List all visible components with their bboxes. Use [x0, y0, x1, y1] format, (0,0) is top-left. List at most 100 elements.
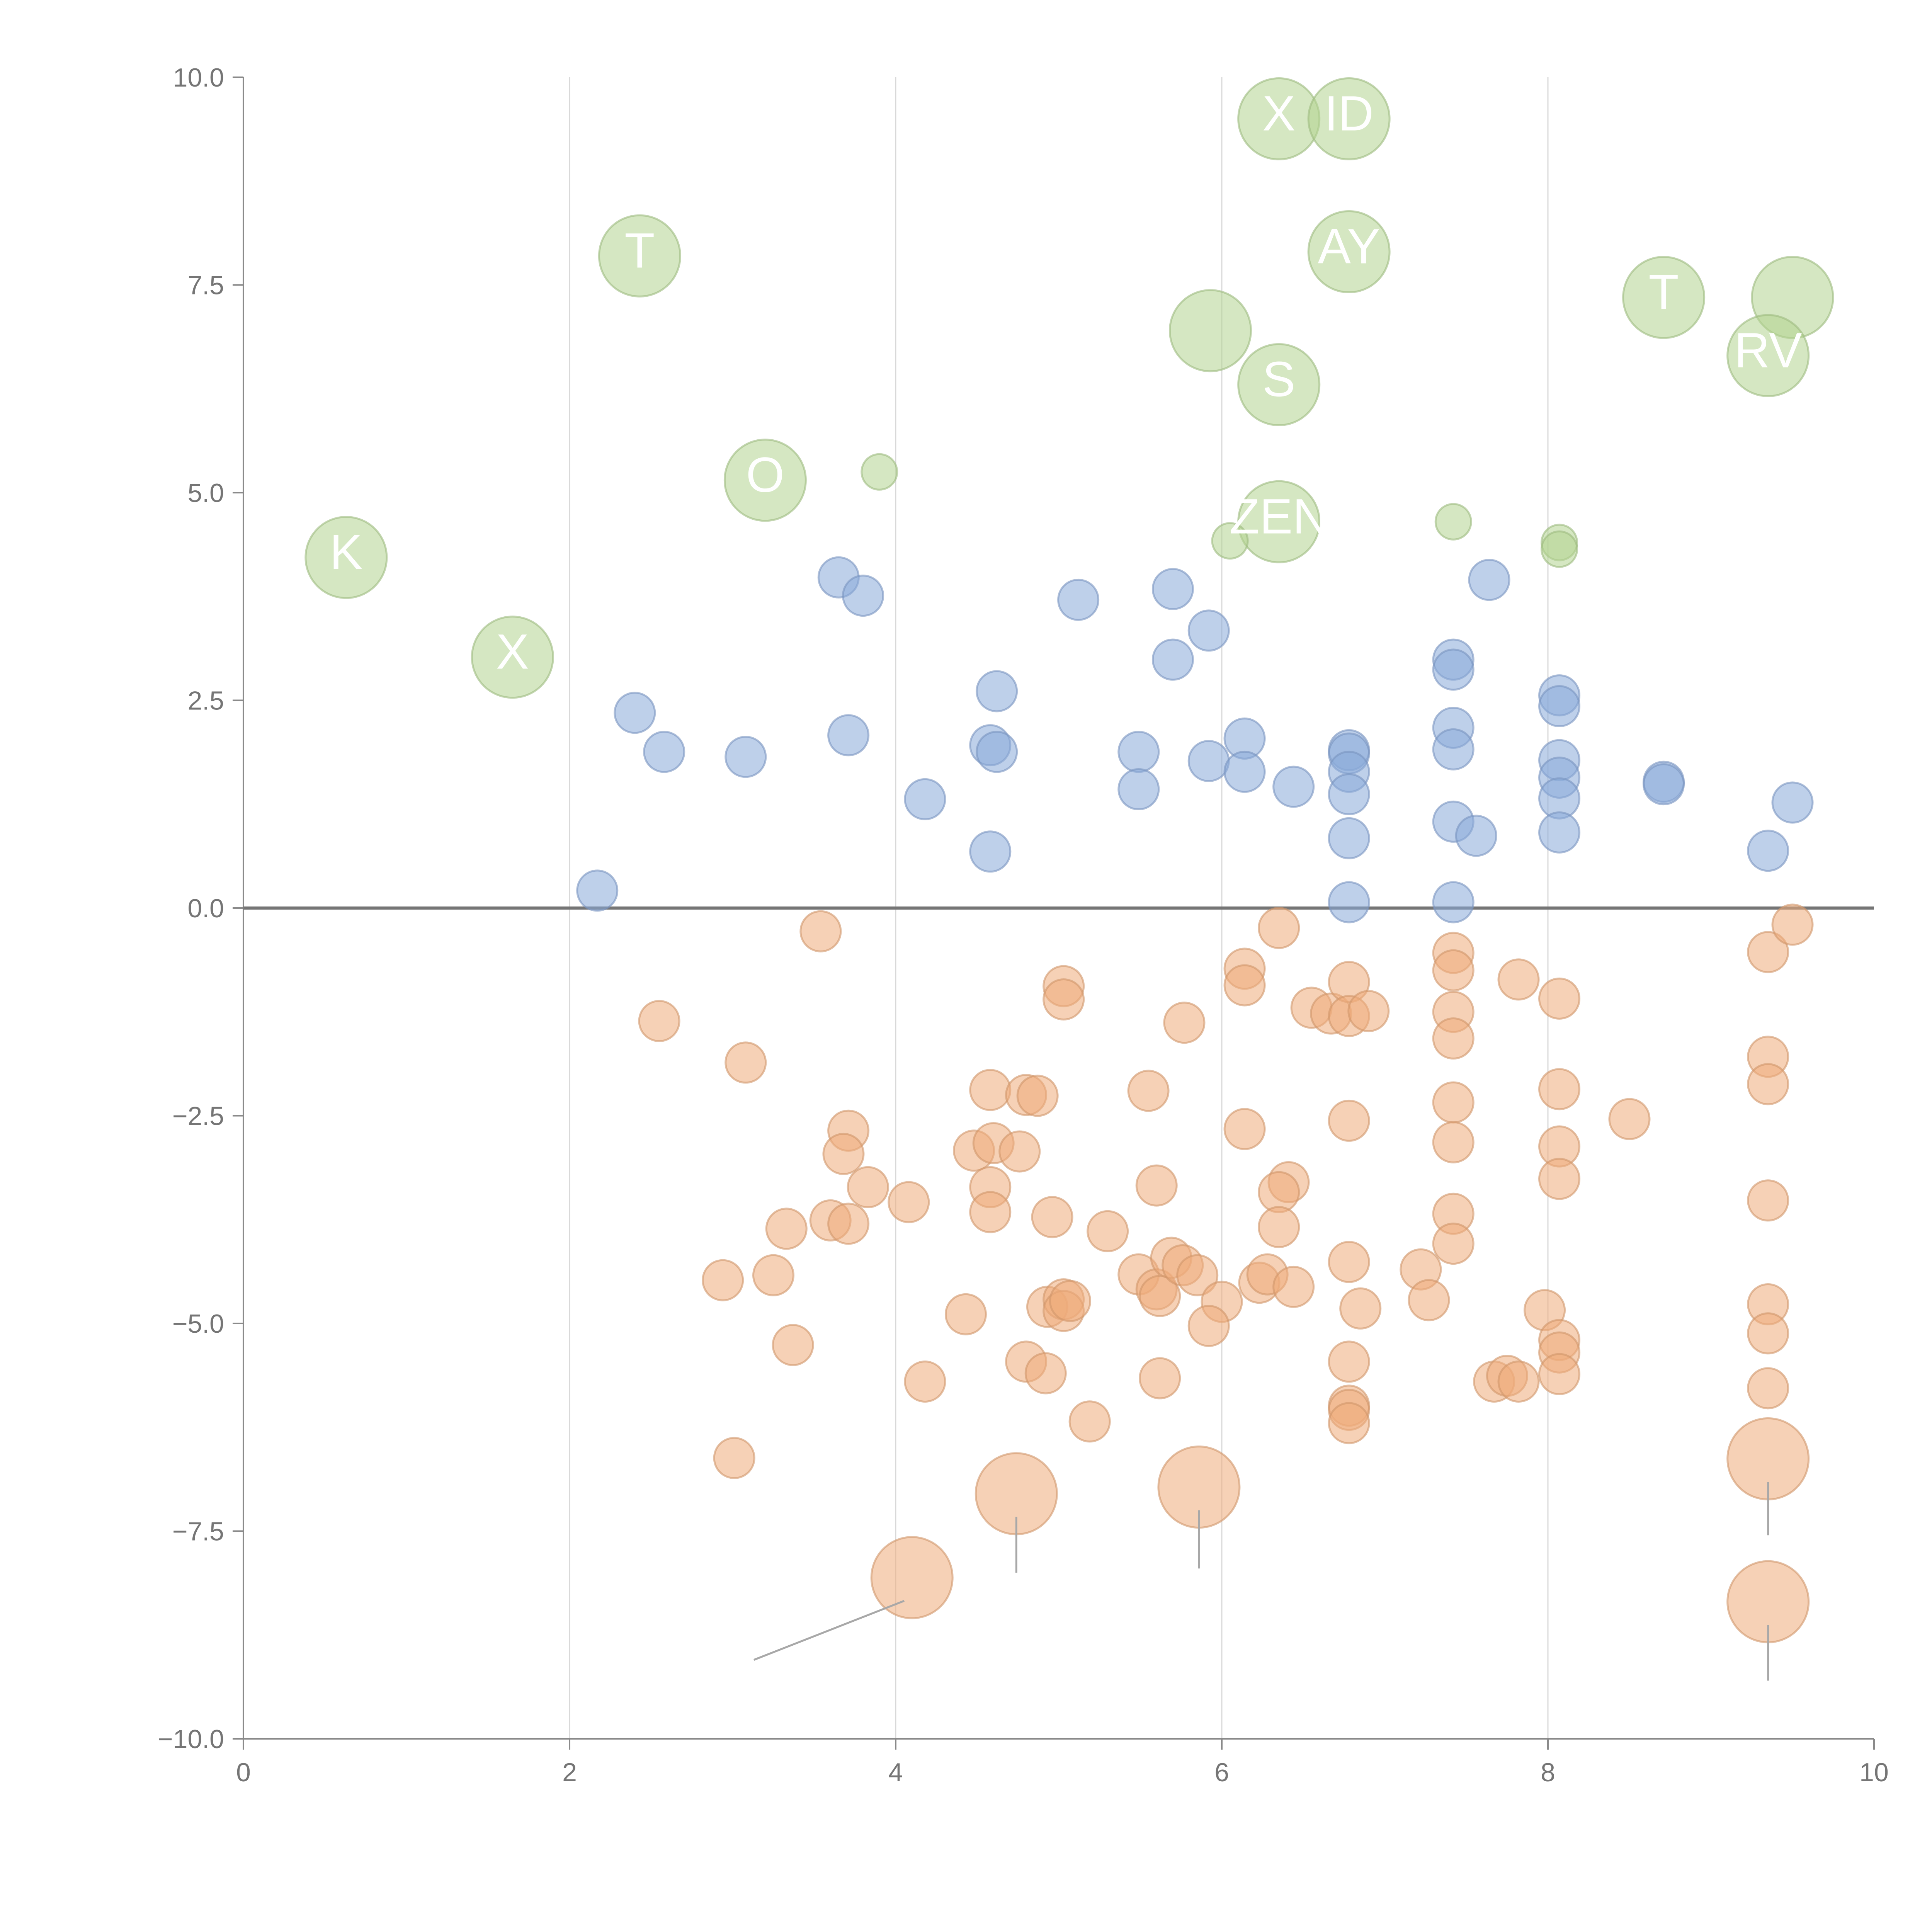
- series-layer: [304, 77, 1834, 1643]
- data-point-blue: [1057, 578, 1100, 621]
- data-point-blue: [1223, 750, 1266, 793]
- data-point-orange: [1432, 1081, 1475, 1124]
- data-point-green: [1434, 503, 1472, 541]
- data-point-blue: [1151, 568, 1194, 610]
- data-point-orange: [772, 1324, 814, 1366]
- data-point-orange: [1747, 1367, 1789, 1410]
- data-point-orange: [1328, 1099, 1370, 1142]
- data-point-orange: [888, 1181, 930, 1223]
- data-point-orange: [1432, 949, 1475, 992]
- data-point-orange: [1223, 964, 1266, 1007]
- data-point-green: [1307, 210, 1391, 293]
- data-point-orange: [1272, 1265, 1315, 1308]
- point-label: O: [746, 447, 785, 503]
- data-point-blue: [1328, 773, 1370, 815]
- axis-layer: 0 2 4 6 8 10 −10.0 −7.5 −5.0 −2.5 0.0 2.5 5.0 7.5 10.0: [158, 63, 1889, 1787]
- data-point-orange: [1328, 1241, 1370, 1283]
- data-point-orange: [1049, 1280, 1092, 1322]
- label-layer: X ID T AY T RV S O K ZEN X: [330, 86, 1802, 1681]
- leader-line: [753, 1600, 905, 1661]
- data-point-orange: [638, 1000, 680, 1042]
- x-tick-label: 8: [1541, 1758, 1555, 1787]
- data-point-orange: [1747, 1312, 1789, 1355]
- series-green: [304, 77, 1834, 699]
- point-label: ID: [1324, 86, 1374, 141]
- data-point-orange: [1258, 907, 1300, 949]
- data-point-orange: [1408, 1279, 1450, 1321]
- data-point-orange-large: [870, 1536, 954, 1619]
- data-point-orange: [799, 910, 842, 952]
- data-point-orange: [1497, 958, 1540, 1001]
- data-point-orange: [713, 1437, 755, 1479]
- data-point-orange: [1538, 977, 1581, 1020]
- point-label: ZEN: [1230, 489, 1328, 544]
- data-point-orange: [1347, 990, 1390, 1032]
- data-point-orange: [1223, 1108, 1266, 1150]
- data-point-orange: [1031, 1196, 1073, 1238]
- data-point-orange: [724, 1041, 767, 1084]
- data-point-orange: [1187, 1304, 1230, 1347]
- data-point-blue: [827, 714, 870, 757]
- data-point-orange: [1771, 903, 1814, 946]
- data-point-orange: [1139, 1275, 1181, 1317]
- data-point-blue: [1432, 728, 1475, 770]
- y-tick-label: 5.0: [187, 478, 224, 508]
- data-point-orange: [1163, 1002, 1206, 1044]
- data-point-green: [1237, 480, 1321, 563]
- data-point-blue: [1328, 881, 1370, 923]
- data-point-orange: [1258, 1206, 1300, 1248]
- data-point-blue: [1432, 881, 1475, 923]
- data-point-blue: [976, 731, 1018, 773]
- data-point-orange: [1176, 1254, 1219, 1296]
- data-point-blue: [1151, 638, 1194, 681]
- data-point-orange: [1538, 1068, 1581, 1111]
- data-point-green: [1307, 77, 1391, 160]
- series-orange: [638, 903, 1814, 1479]
- point-label: T: [1649, 265, 1679, 320]
- y-tick-label: −10.0: [158, 1725, 224, 1754]
- data-point-orange: [1538, 1158, 1581, 1200]
- x-tick-label: 6: [1214, 1758, 1229, 1787]
- point-label: T: [624, 223, 655, 278]
- series-blue: [576, 556, 1814, 923]
- data-point-blue: [643, 731, 685, 773]
- x-tick-label: 4: [888, 1758, 903, 1787]
- point-label: S: [1262, 352, 1295, 407]
- data-point-blue: [1117, 731, 1160, 773]
- data-point-green: [1211, 522, 1249, 560]
- y-tick-label: −7.5: [172, 1517, 224, 1546]
- x-tick-label: 10: [1859, 1758, 1889, 1787]
- data-point-orange: [1497, 1361, 1540, 1403]
- data-point-blue: [724, 736, 767, 778]
- data-point-green: [1622, 256, 1706, 339]
- data-point-orange: [1024, 1352, 1067, 1395]
- data-point-orange: [765, 1208, 808, 1250]
- data-point-blue: [1117, 768, 1160, 811]
- data-point-green: [1726, 314, 1810, 397]
- data-point-orange: [1328, 1340, 1370, 1383]
- data-point-orange: [1339, 1287, 1382, 1330]
- data-point-orange: [1747, 1179, 1789, 1222]
- point-label: X: [496, 624, 529, 680]
- data-point-green: [1168, 289, 1252, 372]
- data-point-blue: [904, 778, 946, 820]
- data-point-orange: [904, 1361, 946, 1403]
- data-point-green: [598, 214, 681, 298]
- data-point-blue: [1328, 817, 1370, 859]
- data-point-orange: [827, 1202, 870, 1245]
- data-point-orange: [1016, 1075, 1059, 1117]
- data-point-green: [1237, 343, 1321, 426]
- data-point-orange: [969, 1069, 1012, 1111]
- y-tick-label: −5.0: [172, 1309, 224, 1338]
- data-point-blue: [1747, 830, 1789, 872]
- data-point-orange: [752, 1254, 794, 1296]
- data-point-orange: [969, 1191, 1012, 1233]
- point-label: RV: [1734, 323, 1802, 378]
- data-point-orange: [1068, 1400, 1111, 1443]
- data-point-orange: [1747, 1063, 1789, 1105]
- data-point-orange: [702, 1259, 744, 1301]
- data-point-blue: [576, 869, 619, 912]
- data-point-blue: [969, 830, 1012, 873]
- data-point-orange: [1139, 1357, 1181, 1400]
